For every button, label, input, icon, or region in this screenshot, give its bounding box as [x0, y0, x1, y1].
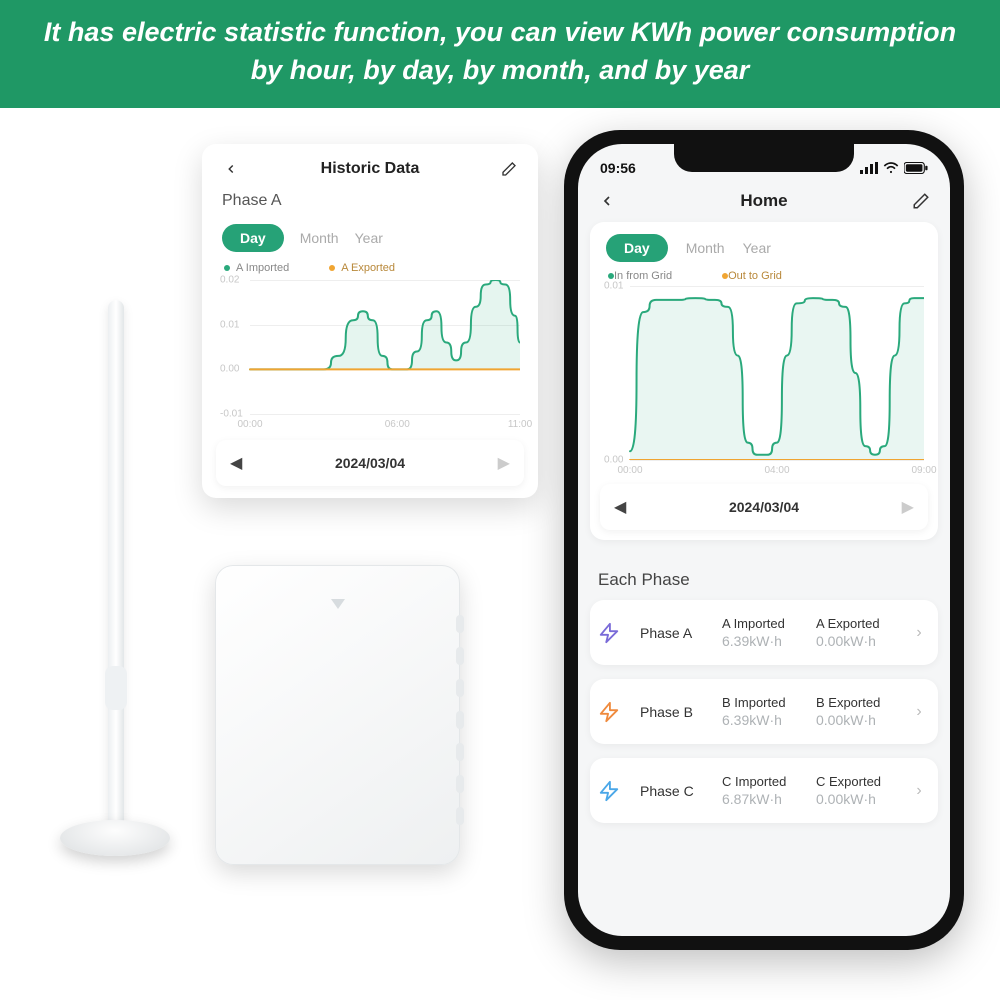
antenna-base	[60, 820, 170, 856]
date-prev-icon[interactable]: ◀	[614, 497, 626, 517]
card-title: Historic Data	[321, 160, 420, 178]
device-box	[215, 565, 460, 865]
chart-legend: A Imported A Exported	[202, 258, 538, 280]
bolt-icon	[598, 780, 620, 802]
phase-row[interactable]: Phase C C Imported 6.87kW·h C Exported 0…	[590, 758, 938, 823]
phone-notch	[674, 144, 854, 172]
date-prev-icon[interactable]: ◀	[230, 453, 242, 473]
back-icon[interactable]	[596, 190, 618, 212]
bolt-icon	[598, 622, 620, 644]
historic-data-card: Historic Data Phase A Day Month Year A I…	[202, 144, 538, 498]
exported-metric: B Exported 0.00kW·h	[816, 695, 906, 728]
home-chart-card: Day Month Year In from Grid Out to Grid …	[590, 222, 938, 540]
imported-metric: C Imported 6.87kW·h	[722, 774, 812, 807]
legend-imported: A Imported	[236, 262, 289, 274]
imported-metric: B Imported 6.39kW·h	[722, 695, 812, 728]
chevron-right-icon: ›	[910, 624, 928, 642]
chevron-right-icon: ›	[910, 703, 928, 721]
legend-out: Out to Grid	[728, 270, 782, 282]
app-header: Home	[578, 184, 950, 222]
imported-metric: A Imported 6.39kW·h	[722, 616, 812, 649]
edit-icon[interactable]	[910, 190, 932, 212]
wifi-icon	[883, 162, 899, 174]
bolt-icon	[598, 701, 620, 723]
phase-row[interactable]: Phase A A Imported 6.39kW·h A Exported 0…	[590, 600, 938, 665]
phase-chart: -0.010.000.010.0200:0006:0011:00	[220, 280, 520, 430]
date-label[interactable]: 2024/03/04	[729, 499, 799, 515]
range-tabs: Day Month Year	[202, 214, 538, 258]
exported-metric: C Exported 0.00kW·h	[816, 774, 906, 807]
phase-name: Phase B	[640, 704, 718, 720]
tab-day[interactable]: Day	[222, 224, 284, 252]
phase-name: Phase C	[640, 783, 718, 799]
tab-month[interactable]: Month	[686, 240, 725, 256]
promo-banner: It has electric statistic function, you …	[0, 0, 1000, 108]
chevron-right-icon: ›	[910, 782, 928, 800]
status-time: 09:56	[600, 160, 636, 176]
grid-chart: 0.000.0100:0004:0009:00	[604, 286, 924, 476]
range-tabs: Day Month Year	[590, 234, 938, 268]
date-next-icon[interactable]: ▶	[902, 497, 914, 517]
tab-year[interactable]: Year	[355, 230, 383, 246]
phase-row[interactable]: Phase B B Imported 6.39kW·h B Exported 0…	[590, 679, 938, 744]
battery-icon	[904, 162, 928, 174]
page-title: Home	[740, 191, 787, 211]
phase-heading: Phase A	[202, 186, 538, 214]
phone-screen: 09:56 Home Day Month Year In fro	[578, 144, 950, 936]
tab-month[interactable]: Month	[300, 230, 339, 246]
exported-metric: A Exported 0.00kW·h	[816, 616, 906, 649]
signal-icon	[860, 162, 878, 174]
legend-exported: A Exported	[341, 262, 395, 274]
date-label[interactable]: 2024/03/04	[335, 455, 405, 471]
phase-list: Phase A A Imported 6.39kW·h A Exported 0…	[578, 600, 950, 823]
back-icon[interactable]	[220, 158, 242, 180]
phone-frame: 09:56 Home Day Month Year In fro	[564, 130, 964, 950]
tab-year[interactable]: Year	[743, 240, 771, 256]
edit-icon[interactable]	[498, 158, 520, 180]
date-navigator: ◀ 2024/03/04 ▶	[600, 484, 928, 530]
antenna	[108, 300, 124, 830]
date-navigator: ◀ 2024/03/04 ▶	[216, 440, 524, 486]
chart-legend: In from Grid Out to Grid	[590, 268, 938, 286]
phase-name: Phase A	[640, 625, 718, 641]
date-next-icon[interactable]: ▶	[498, 453, 510, 473]
tab-day[interactable]: Day	[606, 234, 668, 262]
each-phase-title: Each Phase	[578, 552, 950, 600]
